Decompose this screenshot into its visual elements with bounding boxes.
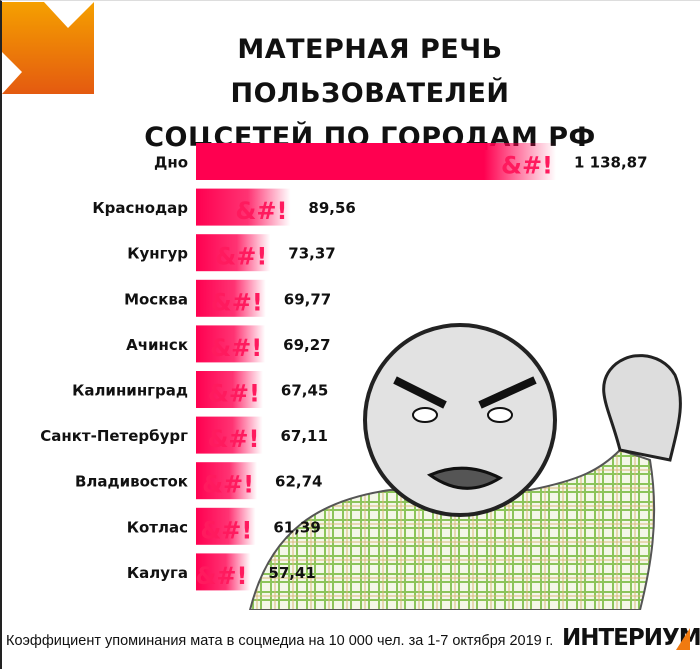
value-label: 57,41	[268, 564, 315, 582]
bar	[196, 371, 263, 408]
category-label: Дно	[154, 154, 188, 172]
category-label: Кунгур	[127, 245, 188, 263]
bar	[196, 416, 263, 454]
category-label: Краснодар	[92, 199, 188, 217]
category-label: Калининград	[72, 382, 188, 400]
swear-symbol-icon: &#!	[208, 425, 260, 453]
bar	[196, 507, 256, 545]
swear-symbol-icon: &#!	[200, 516, 252, 544]
value-label: 67,45	[281, 382, 328, 400]
swear-symbol-icon: &#!	[235, 197, 287, 225]
swear-symbol-icon: &#!	[211, 288, 263, 316]
bar-row: Дно &#! 1 138,87	[154, 143, 648, 180]
value-label: 62,74	[275, 473, 322, 491]
swear-symbol-icon: &#!	[208, 380, 260, 408]
bar	[196, 188, 291, 226]
bar-row: Владивосток &#! 62,74	[75, 462, 323, 500]
value-label: 89,56	[308, 199, 355, 217]
category-label: Калуга	[127, 564, 188, 582]
category-label: Санкт-Петербург	[40, 427, 188, 445]
title-line-1: МАТЕРНАЯ РЕЧЬ ПОЛЬЗОВАТЕЛЕЙ	[230, 34, 510, 109]
value-label: 69,77	[284, 290, 331, 308]
bar	[196, 234, 271, 272]
value-label: 1 138,87	[574, 154, 648, 172]
bar-row: Ачинск &#! 69,27	[126, 325, 331, 363]
category-label: Ачинск	[126, 336, 188, 354]
value-label: 73,37	[288, 245, 335, 263]
swear-symbol-icon: &#!	[501, 152, 553, 180]
bar-row: Калининград &#! 67,45	[72, 371, 328, 408]
bar-row: Санкт-Петербург &#! 67,11	[40, 416, 328, 454]
bar	[196, 462, 258, 500]
bar-row: Котлас &#! 61,39	[127, 507, 321, 545]
swear-symbol-icon: &#!	[215, 243, 267, 271]
bar-row: Кунгур &#! 73,37	[127, 234, 336, 272]
bar	[196, 143, 556, 180]
value-label: 61,39	[273, 518, 320, 536]
value-label: 69,27	[283, 336, 330, 354]
category-label: Владивосток	[75, 473, 188, 491]
bar	[196, 553, 251, 591]
category-label: Котлас	[127, 518, 188, 536]
category-label: Москва	[124, 290, 188, 308]
bar-row: Москва &#! 69,77	[124, 279, 331, 317]
value-label: 67,11	[280, 427, 327, 445]
orange-arrow-logo	[2, 2, 94, 94]
swear-symbol-icon: &#!	[195, 562, 247, 590]
bar-row: Калуга &#! 57,41	[127, 553, 316, 591]
swear-symbol-icon: &#!	[210, 334, 262, 362]
swear-symbol-icon: &#!	[202, 471, 254, 499]
footnote: Коэффициент упоминания мата в соцмедиа н…	[6, 633, 554, 649]
bar-row: Краснодар &#! 89,56	[92, 188, 356, 226]
bar	[196, 325, 266, 363]
bar	[196, 279, 266, 317]
logo-orange-mark	[676, 628, 690, 650]
angry-man-illustration	[248, 323, 682, 610]
